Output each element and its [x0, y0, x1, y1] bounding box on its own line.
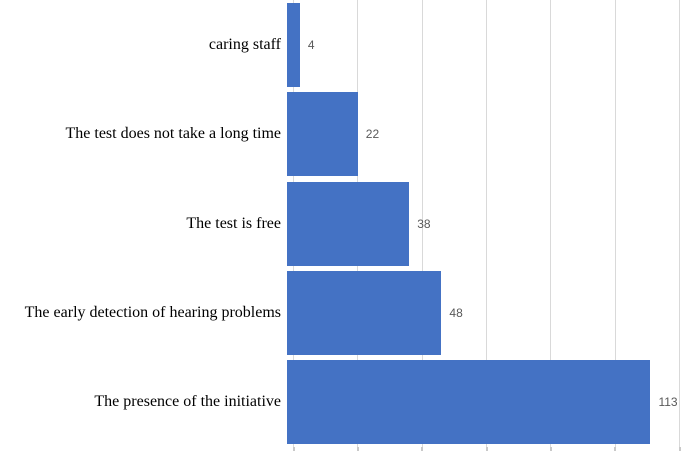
gridline — [679, 0, 680, 447]
axis-tick — [678, 447, 681, 451]
bar-row: The early detection of hearing problems … — [0, 268, 685, 357]
bar-row: caring staff 4 — [0, 0, 685, 89]
gridline — [421, 0, 423, 447]
value-label: 38 — [417, 216, 431, 231]
bar-track: 4 — [287, 0, 685, 89]
axis-tick — [549, 447, 552, 451]
axis-tick — [292, 447, 295, 451]
axis-tick — [614, 447, 617, 451]
category-label: The test is free — [186, 214, 281, 232]
category-label: The test does not take a long time — [65, 125, 282, 143]
bar-track: 38 — [287, 179, 685, 268]
value-label: 48 — [449, 305, 463, 320]
category-label: The early detection of hearing problems — [24, 303, 281, 321]
axis-tick — [356, 447, 359, 451]
value-label: 22 — [365, 127, 380, 142]
bar — [287, 270, 442, 355]
axis-tick — [485, 447, 488, 451]
bar-track: 22 — [287, 89, 685, 178]
bar — [287, 360, 651, 445]
axis-tick — [421, 447, 424, 451]
bar — [287, 92, 358, 177]
category-label: caring staff — [208, 35, 281, 53]
gridline — [614, 0, 616, 447]
gridline — [486, 0, 487, 447]
bar-row: The test is free 38 — [0, 179, 685, 268]
bar-row: The test does not take a long time 22 — [0, 89, 685, 178]
bar-row: The presence of the initiative 113 — [0, 358, 685, 447]
value-label: 4 — [307, 37, 315, 52]
bar — [287, 181, 410, 266]
bar-track: 113 — [287, 358, 685, 447]
value-label: 113 — [658, 395, 678, 410]
gridline — [550, 0, 552, 447]
bar-track: 48 — [287, 268, 685, 357]
category-label: The presence of the initiative — [94, 393, 281, 411]
bar — [287, 2, 300, 87]
